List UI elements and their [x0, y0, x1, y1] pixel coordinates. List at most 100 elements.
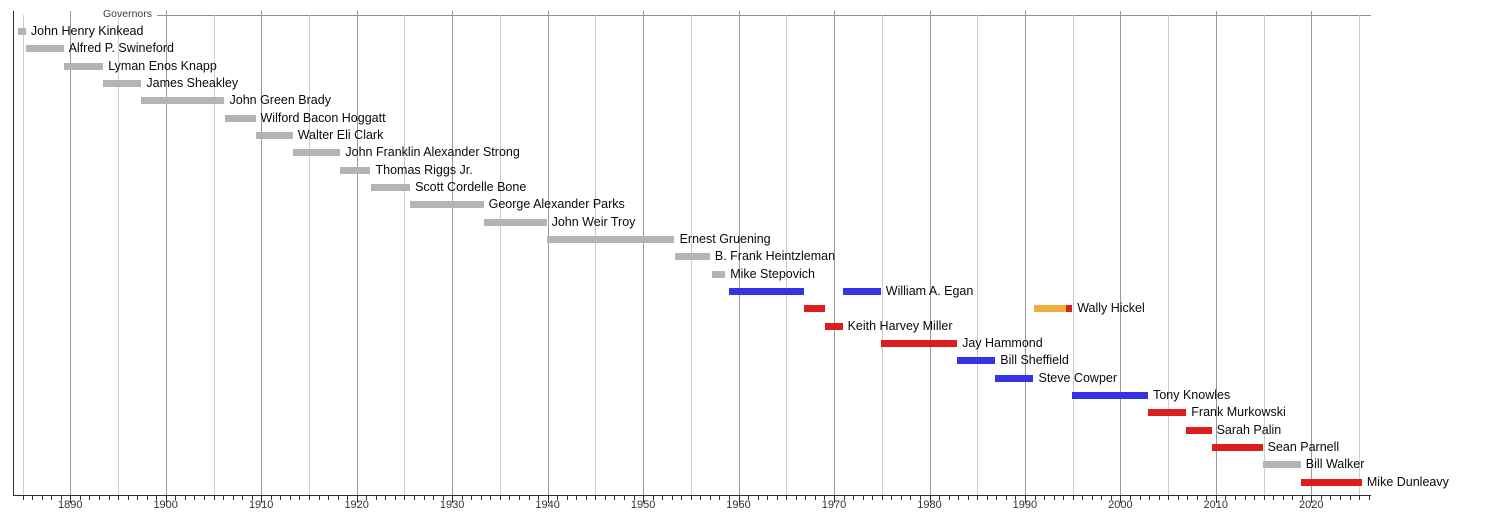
governor-label: Walter Eli Clark — [297, 127, 384, 142]
term-bar-segment — [1300, 478, 1362, 486]
term-bar-segment — [63, 62, 104, 70]
x-axis-minor-tick — [862, 496, 864, 500]
x-axis-minor-tick — [786, 496, 788, 500]
x-axis-major-tick — [929, 496, 931, 503]
governor-label: Tony Knowles — [1153, 387, 1231, 402]
x-axis-minor-tick — [519, 496, 520, 500]
x-axis-minor-tick — [1082, 496, 1084, 500]
x-axis-minor-tick — [1177, 496, 1179, 500]
x-axis-minor-tick — [1225, 496, 1227, 500]
governor-label: James Sheakley — [146, 75, 239, 90]
minor-gridline — [1263, 15, 1265, 495]
x-axis-minor-tick — [595, 496, 597, 500]
x-axis-minor-tick — [442, 496, 444, 500]
governor-label: Alfred P. Swineford — [68, 41, 174, 56]
x-axis-minor-tick — [939, 496, 940, 500]
governor-label: Sarah Palin — [1216, 422, 1282, 437]
x-axis-minor-tick — [461, 496, 463, 500]
x-axis-tick-label: 1890 — [58, 499, 83, 511]
major-gridline — [261, 11, 263, 495]
x-axis-minor-tick — [576, 496, 578, 500]
major-gridline — [356, 11, 358, 495]
x-axis-major-tick — [1120, 496, 1122, 503]
minor-gridline — [786, 15, 788, 495]
term-bar-segment — [1186, 426, 1212, 434]
x-axis-minor-tick — [1282, 496, 1284, 500]
governor-label: Scott Cordelle Bone — [415, 179, 527, 194]
x-axis-minor-tick — [137, 496, 139, 500]
governor-label: Steve Cowper — [1038, 370, 1118, 385]
x-axis-minor-tick — [1263, 496, 1265, 500]
x-axis-tick-label: 1910 — [248, 499, 274, 511]
x-axis-minor-tick — [146, 496, 148, 500]
x-axis-minor-tick — [614, 496, 616, 500]
x-axis-minor-tick — [79, 496, 81, 500]
x-axis-minor-tick — [767, 496, 769, 500]
x-axis-tick-label: 1970 — [821, 499, 847, 511]
major-gridline — [929, 11, 931, 495]
x-axis-minor-tick — [480, 496, 482, 500]
x-axis-minor-tick — [1244, 496, 1246, 500]
x-axis-minor-tick — [652, 496, 654, 500]
x-axis-tick-label: 2000 — [1108, 499, 1133, 511]
x-axis-minor-tick — [318, 496, 320, 500]
governor-label: Jay Hammond — [962, 335, 1043, 350]
x-axis-tick-label: 1980 — [917, 499, 942, 511]
minor-gridline — [595, 15, 597, 495]
x-axis-minor-tick — [1129, 496, 1131, 500]
major-gridline — [834, 11, 835, 495]
x-axis-minor-tick — [1149, 496, 1150, 500]
x-axis-minor-tick — [118, 496, 119, 500]
major-gridline — [738, 11, 740, 495]
x-axis-minor-tick — [814, 496, 816, 500]
minor-gridline — [22, 15, 24, 495]
x-axis-minor-tick — [977, 496, 979, 500]
minor-gridline — [1359, 15, 1360, 495]
x-axis-tick-label: 1920 — [344, 499, 369, 511]
x-axis-minor-tick — [1091, 496, 1093, 500]
x-axis-minor-tick — [690, 496, 692, 500]
x-axis-minor-tick — [1168, 496, 1170, 500]
term-bar-segment — [880, 339, 958, 347]
x-axis-minor-tick — [700, 496, 702, 500]
x-axis-tick-label: 2010 — [1203, 499, 1229, 511]
x-axis-minor-tick — [805, 496, 807, 500]
term-bar-segment — [1072, 391, 1149, 399]
term-bar-segment — [224, 114, 256, 122]
x-axis-minor-tick — [1101, 496, 1103, 500]
term-bar-segment — [674, 253, 710, 261]
x-axis-minor-tick — [604, 496, 606, 500]
term-bar-segment — [825, 322, 843, 330]
x-axis-minor-tick — [881, 496, 883, 500]
term-bar-segment — [255, 131, 293, 139]
x-axis-minor-tick — [175, 496, 177, 500]
minor-gridline — [499, 15, 501, 495]
major-gridline — [452, 11, 454, 495]
x-axis-major-tick — [1215, 496, 1217, 503]
major-gridline — [1311, 11, 1313, 495]
x-axis-minor-tick — [232, 496, 234, 500]
term-bar-segment — [292, 149, 341, 157]
x-axis-minor-tick — [528, 496, 530, 500]
major-gridline — [165, 11, 167, 495]
governor-label: Bill Walker — [1305, 457, 1365, 472]
x-axis-minor-tick — [423, 496, 425, 500]
x-axis-minor-tick — [404, 496, 406, 500]
x-axis-minor-tick — [1015, 496, 1017, 500]
x-axis-minor-tick — [223, 496, 224, 500]
x-axis-minor-tick — [337, 496, 339, 500]
x-axis-line — [13, 495, 1371, 496]
x-axis-minor-tick — [385, 496, 387, 500]
x-axis-minor-tick — [872, 496, 874, 500]
x-axis-minor-tick — [566, 496, 568, 500]
governor-label: Mike Stepovich — [730, 266, 815, 281]
x-axis-minor-tick — [490, 496, 492, 500]
x-axis-minor-tick — [98, 496, 100, 500]
term-bar-segment — [370, 183, 411, 191]
term-bar-segment — [1148, 409, 1187, 417]
x-axis-minor-tick — [681, 496, 683, 500]
x-axis-minor-tick — [900, 496, 902, 500]
governor-label: Thomas Riggs Jr. — [375, 162, 473, 177]
x-axis-minor-tick — [1196, 496, 1198, 500]
x-axis-minor-tick — [375, 496, 377, 500]
